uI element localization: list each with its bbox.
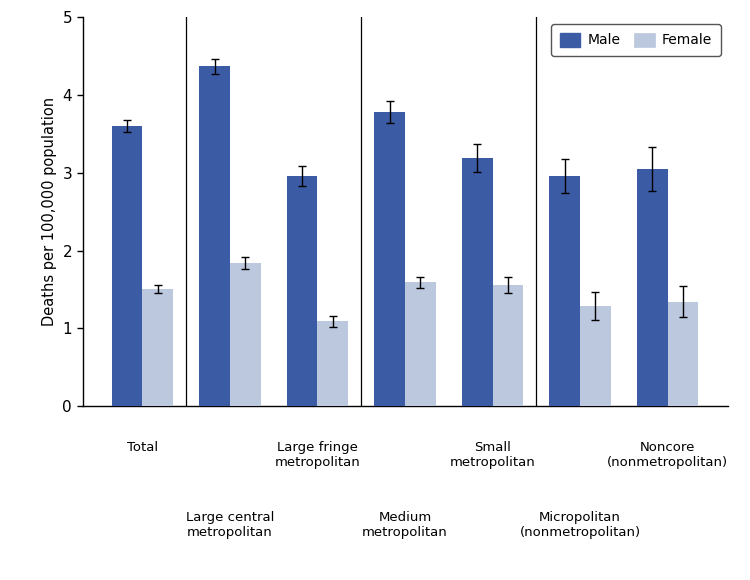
Bar — [286, 176, 317, 406]
Bar — [493, 285, 524, 406]
Text: Medium
metropolitan: Medium metropolitan — [362, 511, 448, 539]
Text: Large central
metropolitan: Large central metropolitan — [186, 511, 274, 539]
Legend: Male, Female: Male, Female — [551, 24, 721, 56]
Bar — [580, 306, 610, 406]
Bar — [112, 126, 142, 406]
Text: Total: Total — [127, 441, 158, 454]
Text: Small
metropolitan: Small metropolitan — [450, 441, 536, 469]
Bar — [550, 176, 580, 406]
Bar — [142, 289, 173, 406]
Bar — [637, 169, 668, 406]
Bar — [462, 158, 493, 406]
Bar — [317, 321, 348, 406]
Bar — [668, 302, 698, 406]
Bar — [374, 112, 405, 406]
Text: Micropolitan
(nonmetropolitan): Micropolitan (nonmetropolitan) — [520, 511, 640, 539]
Bar — [405, 282, 436, 406]
Text: Large fringe
metropolitan: Large fringe metropolitan — [274, 441, 360, 469]
Bar — [230, 263, 260, 406]
Bar — [200, 66, 230, 406]
Text: Noncore
(nonmetropolitan): Noncore (nonmetropolitan) — [607, 441, 728, 469]
Y-axis label: Deaths per 100,000 population: Deaths per 100,000 population — [42, 97, 57, 327]
